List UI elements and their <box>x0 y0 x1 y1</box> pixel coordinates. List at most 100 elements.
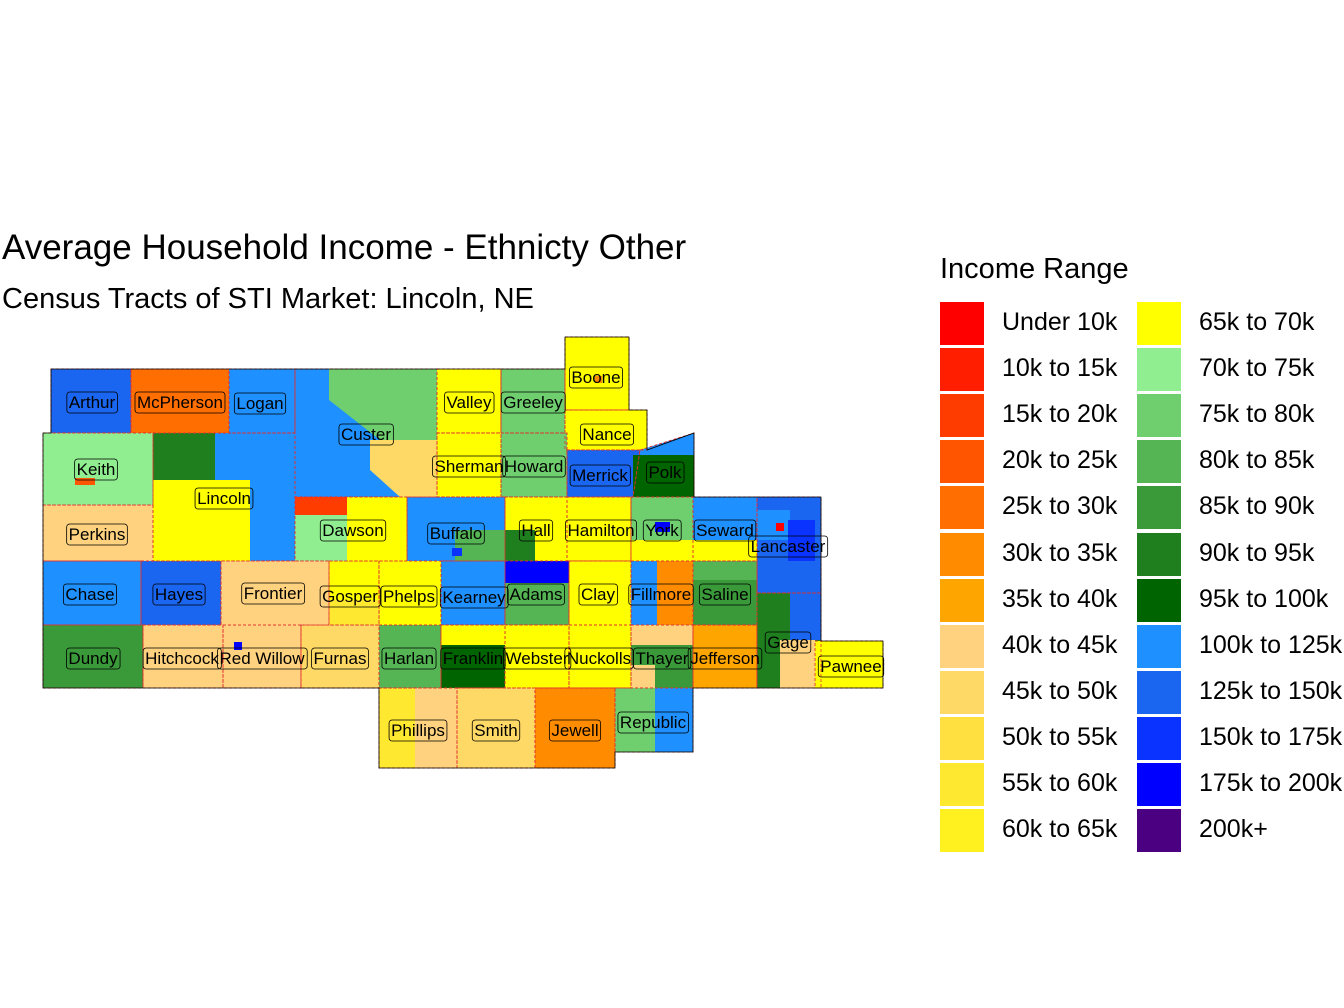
legend-label: 200k+ <box>1199 815 1268 844</box>
county-label-box <box>548 719 602 742</box>
legend-item: 100k to 125k <box>1137 624 1342 670</box>
tract-shape <box>615 688 655 752</box>
tract-shape <box>347 497 407 561</box>
tract-shape <box>631 645 693 688</box>
county-label: Dundy <box>68 649 118 668</box>
county-label: Buffalo <box>430 524 483 543</box>
legend-item: 45k to 50k <box>940 670 1140 716</box>
tract-shape <box>153 433 215 480</box>
county-label-box <box>319 585 381 608</box>
legend-label: 90k to 95k <box>1199 538 1315 567</box>
legend-label: 65k to 70k <box>1199 308 1315 336</box>
market-outline <box>42 336 884 769</box>
tract-shape <box>631 540 693 561</box>
legend-swatch <box>940 440 984 484</box>
legend-label: 15k to 20k <box>1002 400 1118 429</box>
county-label: Jewell <box>551 721 598 740</box>
county-label-box <box>233 392 287 415</box>
county-label-box <box>217 647 308 670</box>
tract-shape <box>452 548 462 556</box>
legend-label: Under 10k <box>1002 308 1118 336</box>
legend-item: 150k to 175k <box>1137 716 1342 762</box>
county-label: Republic <box>620 713 687 732</box>
legend-label: 45k to 50k <box>1002 676 1118 705</box>
legend-swatch <box>1137 302 1181 345</box>
tract-shape <box>633 455 694 497</box>
county-label-box <box>642 519 682 542</box>
county-label-box <box>444 391 495 414</box>
county-label: Thayer <box>636 649 689 668</box>
legend-item: 95k to 100k <box>1137 578 1337 624</box>
legend-item: 200k+ <box>1137 808 1337 854</box>
legend-swatch <box>940 348 984 392</box>
county-label-box <box>440 647 506 670</box>
legend-swatch <box>1137 578 1181 622</box>
legend-swatch <box>1137 440 1181 484</box>
legend-label: 70k to 75k <box>1199 354 1315 383</box>
county-label: Logan <box>236 394 283 413</box>
county-label-box <box>507 583 565 606</box>
county-label-box <box>439 586 509 609</box>
legend-swatch <box>940 763 984 806</box>
county-label-box <box>646 461 685 484</box>
county-label: Arthur <box>69 393 116 412</box>
legend-swatch <box>1137 763 1181 806</box>
county-label-box <box>74 458 118 481</box>
county-label: Boone <box>571 368 620 387</box>
legend-label: 175k to 200k <box>1199 769 1343 797</box>
tract-shape <box>505 561 569 583</box>
tract-shape <box>295 515 347 561</box>
county-label-box <box>578 583 618 606</box>
county-label-box <box>66 523 128 546</box>
county-label-box <box>194 487 254 510</box>
legend-swatch <box>1137 809 1181 853</box>
county-label: Sherman <box>435 457 504 476</box>
county-label-box <box>380 585 438 608</box>
county-label-box <box>66 647 121 670</box>
county-label: Jefferson <box>690 649 760 668</box>
tract-shape <box>329 600 379 625</box>
county-label: Franklin <box>443 649 503 668</box>
legend-label: 10k to 15k <box>1002 354 1118 383</box>
legend-swatch <box>940 486 984 530</box>
legend-swatch <box>1137 716 1181 760</box>
map-title: Average Household Income - Ethnicty Othe… <box>2 228 687 267</box>
legend-label: 60k to 65k <box>1002 815 1118 844</box>
legend-label: 30k to 35k <box>1002 538 1118 567</box>
tract-shape <box>455 530 505 561</box>
legend-item: 55k to 60k <box>940 762 1140 808</box>
county-label: Frontier <box>244 584 303 603</box>
county-label: Clay <box>581 585 616 604</box>
legend-swatch <box>940 624 984 668</box>
county-label: Kearney <box>442 588 506 607</box>
county-label: Howard <box>505 457 564 476</box>
county-label-box <box>388 719 448 742</box>
legend-label: 35k to 40k <box>1002 584 1118 613</box>
legend-label: 40k to 45k <box>1002 630 1118 659</box>
county-label: Greeley <box>503 393 563 412</box>
county-label-box <box>502 455 566 478</box>
legend-item: 125k to 150k <box>1137 670 1342 716</box>
county-label-box <box>817 655 885 678</box>
county-label: Pawnee <box>820 657 881 676</box>
tract-shape <box>631 561 657 625</box>
county-label: Webster <box>506 649 569 668</box>
legend-label: 150k to 175k <box>1199 722 1343 751</box>
county-label-box <box>693 519 757 542</box>
county-label-box <box>580 423 634 446</box>
tract-shape <box>505 625 569 645</box>
county-label: Adams <box>510 585 563 604</box>
county-label: Dawson <box>322 521 383 540</box>
county-label-box <box>427 522 485 545</box>
legend-label: 75k to 80k <box>1199 400 1315 429</box>
county-label-box <box>134 391 226 414</box>
legend-item: 20k to 25k <box>940 439 1140 485</box>
county-label: Saline <box>701 585 748 604</box>
tract-shape <box>221 561 329 625</box>
county-label: York <box>645 521 679 540</box>
tract-shape <box>441 625 505 645</box>
legend-swatch <box>1137 670 1181 714</box>
tract-shape <box>655 522 670 532</box>
legend-swatch <box>940 578 984 622</box>
legend-item: 25k to 30k <box>940 485 1140 531</box>
